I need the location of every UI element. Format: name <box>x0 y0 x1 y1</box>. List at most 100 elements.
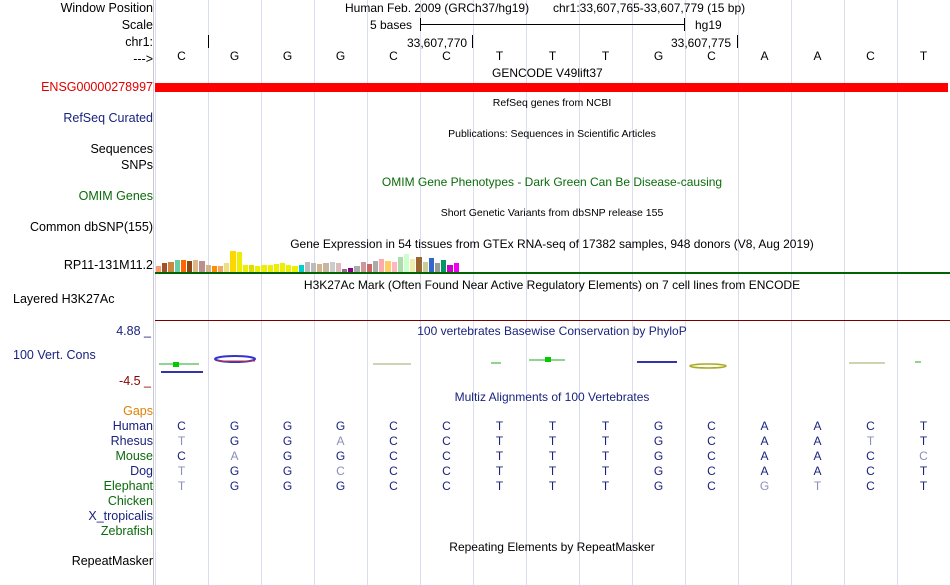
grid-line <box>579 0 580 585</box>
label-sequences[interactable]: Sequences <box>90 142 153 156</box>
gtex-tissue-bar[interactable] <box>156 266 162 272</box>
gtex-tissue-bar[interactable] <box>242 265 248 272</box>
gtex-tissue-bar[interactable] <box>354 266 360 272</box>
gtex-tissue-bar[interactable] <box>373 261 379 272</box>
gtex-tissue-bar[interactable] <box>304 262 310 272</box>
reference-base: C <box>707 49 716 63</box>
label-refseq-curated[interactable]: RefSeq Curated <box>63 111 153 125</box>
gtex-tissue-bar[interactable] <box>410 259 416 272</box>
gtex-tissue-bar[interactable] <box>435 263 441 272</box>
gtex-tissue-bar[interactable] <box>211 266 217 272</box>
label-snps[interactable]: SNPs <box>121 158 153 172</box>
gtex-tissue-bar[interactable] <box>379 259 385 272</box>
gtex-tissue-bar[interactable] <box>348 268 354 272</box>
alignment-base: C <box>919 449 928 463</box>
alignment-base: T <box>548 479 557 493</box>
label-omim-genes[interactable]: OMIM Genes <box>78 189 153 203</box>
label-100-vert-cons[interactable]: 100 Vert. Cons <box>13 348 96 362</box>
alignment-base: A <box>813 434 822 448</box>
alignment-base: A <box>230 449 239 463</box>
grid-line <box>314 0 315 585</box>
alignment-base: G <box>282 479 293 493</box>
alignment-base: C <box>707 479 716 493</box>
species-label[interactable]: Dog <box>130 464 153 478</box>
gtex-tissue-bar[interactable] <box>267 265 273 272</box>
grid-line <box>526 0 527 585</box>
gtex-tissue-bar[interactable] <box>286 265 292 272</box>
gtex-tissue-bar[interactable] <box>422 262 428 272</box>
gtex-tissue-bar[interactable] <box>174 260 180 272</box>
alignment-base: C <box>389 419 398 433</box>
alignment-base: T <box>548 434 557 448</box>
grid-line <box>155 0 156 585</box>
species-label[interactable]: Elephant <box>103 479 153 493</box>
label-repeatmasker[interactable]: RepeatMasker <box>71 554 153 568</box>
species-label[interactable]: Zebrafish <box>100 524 153 538</box>
gtex-tissue-bar[interactable] <box>273 264 279 272</box>
gtex-tissue-bar[interactable] <box>428 258 434 272</box>
gtex-tissue-bar[interactable] <box>329 262 335 272</box>
gtex-tissue-bar[interactable] <box>453 263 459 272</box>
gtex-tissue-bar[interactable] <box>199 261 205 272</box>
gtex-tissue-bar[interactable] <box>391 262 397 272</box>
gtex-tissue-bar[interactable] <box>180 260 186 272</box>
species-label[interactable]: Chicken <box>107 494 153 508</box>
gtex-tissue-bar[interactable] <box>311 263 317 272</box>
species-label[interactable]: X_tropicalis <box>88 509 153 523</box>
grid-line <box>738 0 739 585</box>
gtex-title: Gene Expression in 54 tissues from GTEx … <box>290 237 814 251</box>
gtex-tissue-bar[interactable] <box>168 262 174 272</box>
gtex-tissue-bar[interactable] <box>249 265 255 272</box>
species-label[interactable]: Mouse <box>115 449 153 463</box>
gtex-tissue-bar[interactable] <box>261 265 267 272</box>
alignment-base: T <box>601 434 610 448</box>
gtex-tissue-bar[interactable] <box>360 262 366 272</box>
alignment-base: C <box>442 479 451 493</box>
reference-base: T <box>601 49 610 63</box>
gtex-tissue-bar[interactable] <box>441 260 447 272</box>
label-gaps[interactable]: Gaps <box>123 404 153 418</box>
species-label[interactable]: Human <box>112 419 153 433</box>
alignment-base: T <box>177 464 186 478</box>
gtex-tissue-bar[interactable] <box>385 261 391 272</box>
gtex-tissue-bar[interactable] <box>236 252 242 272</box>
alignment-base: A <box>760 464 769 478</box>
species-label[interactable]: Rhesus <box>110 434 153 448</box>
gtex-tissue-bar[interactable] <box>292 266 298 272</box>
label-ensg[interactable]: ENSG00000278997 <box>41 80 153 94</box>
label-layered-h3k27ac[interactable]: Layered H3K27Ac <box>13 292 115 306</box>
gtex-tissue-bar[interactable] <box>335 263 341 272</box>
alignment-base: T <box>177 479 186 493</box>
alignment-base: C <box>442 464 451 478</box>
gtex-tissue-bar[interactable] <box>162 263 168 272</box>
gtex-tissue-bar[interactable] <box>224 263 230 272</box>
gtex-tissue-bar[interactable] <box>323 263 329 272</box>
gtex-tissue-bar[interactable] <box>255 266 261 272</box>
gtex-tissue-bar[interactable] <box>317 264 323 272</box>
gtex-tissue-bar[interactable] <box>397 257 403 272</box>
gtex-tissue-bar[interactable] <box>218 266 224 272</box>
gtex-tissue-bar[interactable] <box>193 260 199 272</box>
ruler-coord-2: 33,607,775 <box>671 36 732 50</box>
gtex-tissue-bar[interactable] <box>447 265 453 272</box>
gtex-tissue-bar[interactable] <box>404 254 410 272</box>
ensg-gene-bar[interactable] <box>155 83 948 92</box>
gtex-tissue-bar[interactable] <box>187 261 193 272</box>
gtex-tissue-bar[interactable] <box>366 264 372 272</box>
gtex-tissue-bar[interactable] <box>230 251 236 272</box>
label-scale: Scale <box>121 18 153 32</box>
gtex-tissue-bar[interactable] <box>416 257 422 272</box>
gtex-tissue-bar[interactable] <box>205 265 211 272</box>
alignment-base: C <box>389 434 398 448</box>
reference-base: T <box>548 49 557 63</box>
gtex-tissue-bar[interactable] <box>280 263 286 272</box>
ruler-tick-1 <box>208 35 209 48</box>
phylop-conservation-plot[interactable] <box>155 340 950 390</box>
grid-line <box>791 0 792 585</box>
alignment-base: T <box>919 434 928 448</box>
label-rp11[interactable]: RP11-131M11.2 <box>63 258 153 272</box>
gtex-tissue-bar[interactable] <box>342 269 348 272</box>
label-common-dbsnp[interactable]: Common dbSNP(155) <box>30 220 153 234</box>
alignment-base: G <box>653 434 664 448</box>
gtex-tissue-bar[interactable] <box>298 265 304 272</box>
